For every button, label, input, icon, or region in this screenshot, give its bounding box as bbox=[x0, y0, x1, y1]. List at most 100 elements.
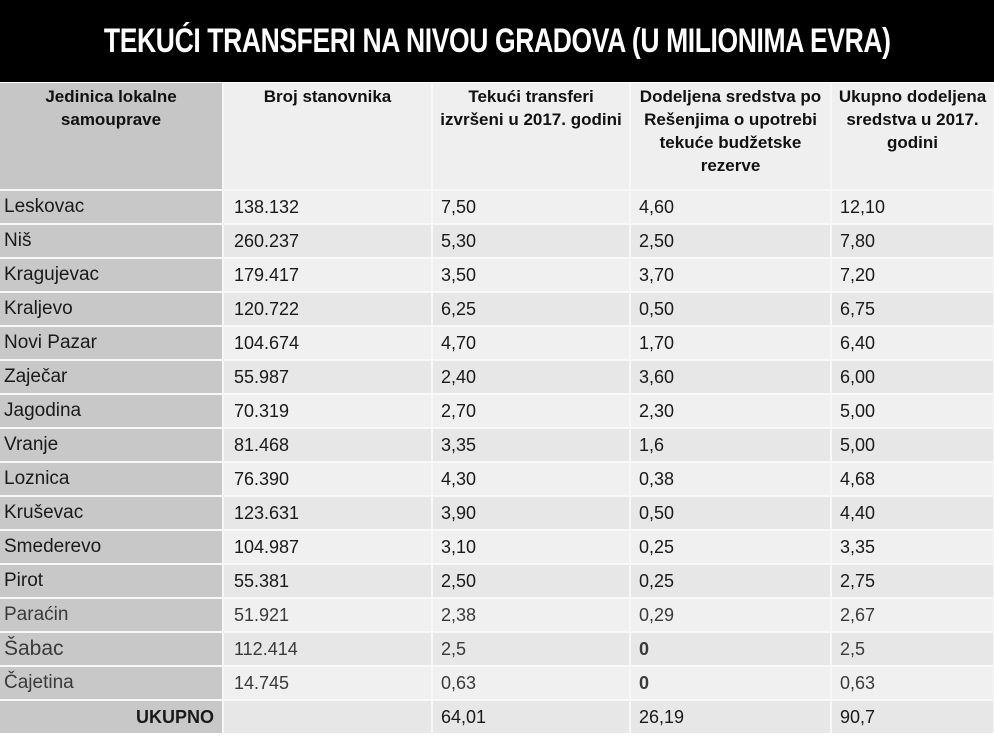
cell-total: 7,20 bbox=[831, 257, 994, 292]
cell-transfers: 2,70 bbox=[432, 393, 631, 428]
cell-municipality: Čajetina bbox=[0, 665, 224, 700]
table-row: Kruševac 123.631 3,90 0,50 4,40 bbox=[0, 495, 994, 530]
cell-population: 179.417 bbox=[223, 257, 433, 292]
header-row: Jedinica lokalne samouprave Broj stanovn… bbox=[0, 83, 994, 190]
total-population bbox=[223, 699, 433, 733]
cell-reserve: 0,25 bbox=[630, 563, 832, 598]
cell-population: 138.132 bbox=[223, 189, 433, 224]
header-total: Ukupno dodeljena sredstva u 2017. godini bbox=[831, 83, 994, 190]
table-row: Paraćin 51.921 2,38 0,29 2,67 bbox=[0, 597, 994, 632]
cell-total: 4,68 bbox=[831, 461, 994, 496]
page-title: TEKUĆI TRANSFERI NA NIVOU GRADOVA (U MIL… bbox=[103, 21, 891, 60]
cell-population: 14.745 bbox=[223, 665, 433, 700]
table-row: Leskovac 138.132 7,50 4,60 12,10 bbox=[0, 189, 994, 224]
cell-population: 70.319 bbox=[223, 393, 433, 428]
table-row: Vranje 81.468 3,35 1,6 5,00 bbox=[0, 427, 994, 462]
cell-population: 51.921 bbox=[223, 597, 433, 632]
cell-total: 6,75 bbox=[831, 291, 994, 326]
cell-reserve: 0,38 bbox=[630, 461, 832, 496]
cell-population: 81.468 bbox=[223, 427, 433, 462]
cell-reserve: 2,50 bbox=[630, 223, 832, 258]
cell-transfers: 2,40 bbox=[432, 359, 631, 394]
cell-reserve: 2,30 bbox=[630, 393, 832, 428]
cell-municipality: Kragujevac bbox=[0, 257, 224, 292]
total-label: UKUPNO bbox=[0, 699, 224, 733]
cell-transfers: 5,30 bbox=[432, 223, 631, 258]
cell-municipality: Šabac bbox=[0, 631, 224, 666]
cell-reserve: 0 bbox=[630, 631, 832, 666]
table-row: Kraljevo 120.722 6,25 0,50 6,75 bbox=[0, 291, 994, 326]
cell-total: 6,00 bbox=[831, 359, 994, 394]
cell-reserve: 0,29 bbox=[630, 597, 832, 632]
cell-reserve: 3,60 bbox=[630, 359, 832, 394]
cell-population: 55.381 bbox=[223, 563, 433, 598]
total-transfers: 64,01 bbox=[432, 699, 631, 733]
cell-transfers: 2,50 bbox=[432, 563, 631, 598]
cell-transfers: 6,25 bbox=[432, 291, 631, 326]
total-reserve: 26,19 bbox=[630, 699, 832, 733]
cell-population: 104.674 bbox=[223, 325, 433, 360]
table-row: Zaječar 55.987 2,40 3,60 6,00 bbox=[0, 359, 994, 394]
cell-total: 7,80 bbox=[831, 223, 994, 258]
cell-transfers: 4,70 bbox=[432, 325, 631, 360]
cell-total: 6,40 bbox=[831, 325, 994, 360]
cell-transfers: 3,50 bbox=[432, 257, 631, 292]
table-row: Jagodina 70.319 2,70 2,30 5,00 bbox=[0, 393, 994, 428]
cell-municipality: Vranje bbox=[0, 427, 224, 462]
cell-municipality: Kruševac bbox=[0, 495, 224, 530]
cell-population: 123.631 bbox=[223, 495, 433, 530]
cell-municipality: Loznica bbox=[0, 461, 224, 496]
cell-reserve: 0,50 bbox=[630, 291, 832, 326]
table-row: Loznica 76.390 4,30 0,38 4,68 bbox=[0, 461, 994, 496]
cell-reserve: 4,60 bbox=[630, 189, 832, 224]
table-row: Niš 260.237 5,30 2,50 7,80 bbox=[0, 223, 994, 258]
header-population: Broj stanovnika bbox=[223, 83, 433, 190]
cell-reserve: 0,25 bbox=[630, 529, 832, 564]
total-sum: 90,7 bbox=[831, 699, 994, 733]
cell-transfers: 2,5 bbox=[432, 631, 631, 666]
cell-municipality: Leskovac bbox=[0, 189, 224, 224]
cell-population: 76.390 bbox=[223, 461, 433, 496]
cell-total: 2,5 bbox=[831, 631, 994, 666]
cell-reserve: 0 bbox=[630, 665, 832, 700]
cell-reserve: 0,50 bbox=[630, 495, 832, 530]
cell-population: 112.414 bbox=[223, 631, 433, 666]
table-row: Smederevo 104.987 3,10 0,25 3,35 bbox=[0, 529, 994, 564]
cell-municipality: Niš bbox=[0, 223, 224, 258]
table-row: Kragujevac 179.417 3,50 3,70 7,20 bbox=[0, 257, 994, 292]
cell-total: 3,35 bbox=[831, 529, 994, 564]
cell-transfers: 7,50 bbox=[432, 189, 631, 224]
cell-transfers: 3,90 bbox=[432, 495, 631, 530]
cell-municipality: Novi Pazar bbox=[0, 325, 224, 360]
cell-transfers: 0,63 bbox=[432, 665, 631, 700]
cell-total: 12,10 bbox=[831, 189, 994, 224]
cell-population: 55.987 bbox=[223, 359, 433, 394]
cell-transfers: 3,10 bbox=[432, 529, 631, 564]
cell-total: 4,40 bbox=[831, 495, 994, 530]
table-row: Šabac 112.414 2,5 0 2,5 bbox=[0, 631, 994, 666]
table-row: Čajetina 14.745 0,63 0 0,63 bbox=[0, 665, 994, 700]
cell-reserve: 1,6 bbox=[630, 427, 832, 462]
cell-municipality: Zaječar bbox=[0, 359, 224, 394]
cell-total: 2,67 bbox=[831, 597, 994, 632]
cell-municipality: Jagodina bbox=[0, 393, 224, 428]
cell-total: 0,63 bbox=[831, 665, 994, 700]
transfers-table: Jedinica lokalne samouprave Broj stanovn… bbox=[0, 83, 994, 733]
cell-population: 260.237 bbox=[223, 223, 433, 258]
cell-transfers: 3,35 bbox=[432, 427, 631, 462]
header-reserve: Dodeljena sredstva po Rešenjima o upotre… bbox=[630, 83, 832, 190]
cell-reserve: 3,70 bbox=[630, 257, 832, 292]
cell-population: 104.987 bbox=[223, 529, 433, 564]
cell-transfers: 4,30 bbox=[432, 461, 631, 496]
cell-municipality: Paraćin bbox=[0, 597, 224, 632]
cell-total: 2,75 bbox=[831, 563, 994, 598]
table-row: Novi Pazar 104.674 4,70 1,70 6,40 bbox=[0, 325, 994, 360]
cell-total: 5,00 bbox=[831, 427, 994, 462]
cell-total: 5,00 bbox=[831, 393, 994, 428]
table-row: Pirot 55.381 2,50 0,25 2,75 bbox=[0, 563, 994, 598]
cell-reserve: 1,70 bbox=[630, 325, 832, 360]
cell-population: 120.722 bbox=[223, 291, 433, 326]
header-municipality: Jedinica lokalne samouprave bbox=[0, 83, 224, 190]
cell-municipality: Pirot bbox=[0, 563, 224, 598]
cell-municipality: Smederevo bbox=[0, 529, 224, 564]
